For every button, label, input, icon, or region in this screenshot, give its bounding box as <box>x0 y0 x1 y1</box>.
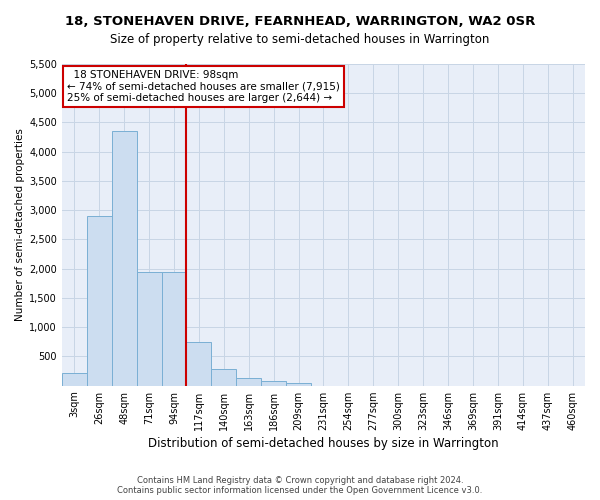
Bar <box>236 378 261 386</box>
Y-axis label: Number of semi-detached properties: Number of semi-detached properties <box>15 128 25 322</box>
Bar <box>261 381 286 386</box>
Bar <box>161 272 187 386</box>
Bar <box>137 272 161 386</box>
Text: 18, STONEHAVEN DRIVE, FEARNHEAD, WARRINGTON, WA2 0SR: 18, STONEHAVEN DRIVE, FEARNHEAD, WARRING… <box>65 15 535 28</box>
Text: Size of property relative to semi-detached houses in Warrington: Size of property relative to semi-detach… <box>110 32 490 46</box>
Bar <box>62 373 87 386</box>
Bar <box>286 383 311 386</box>
X-axis label: Distribution of semi-detached houses by size in Warrington: Distribution of semi-detached houses by … <box>148 437 499 450</box>
Bar <box>87 216 112 386</box>
Text: 18 STONEHAVEN DRIVE: 98sqm  
← 74% of semi-detached houses are smaller (7,915)
2: 18 STONEHAVEN DRIVE: 98sqm ← 74% of semi… <box>67 70 340 103</box>
Bar <box>112 132 137 386</box>
Text: Contains HM Land Registry data © Crown copyright and database right 2024.
Contai: Contains HM Land Registry data © Crown c… <box>118 476 482 495</box>
Bar <box>187 342 211 386</box>
Bar <box>211 370 236 386</box>
